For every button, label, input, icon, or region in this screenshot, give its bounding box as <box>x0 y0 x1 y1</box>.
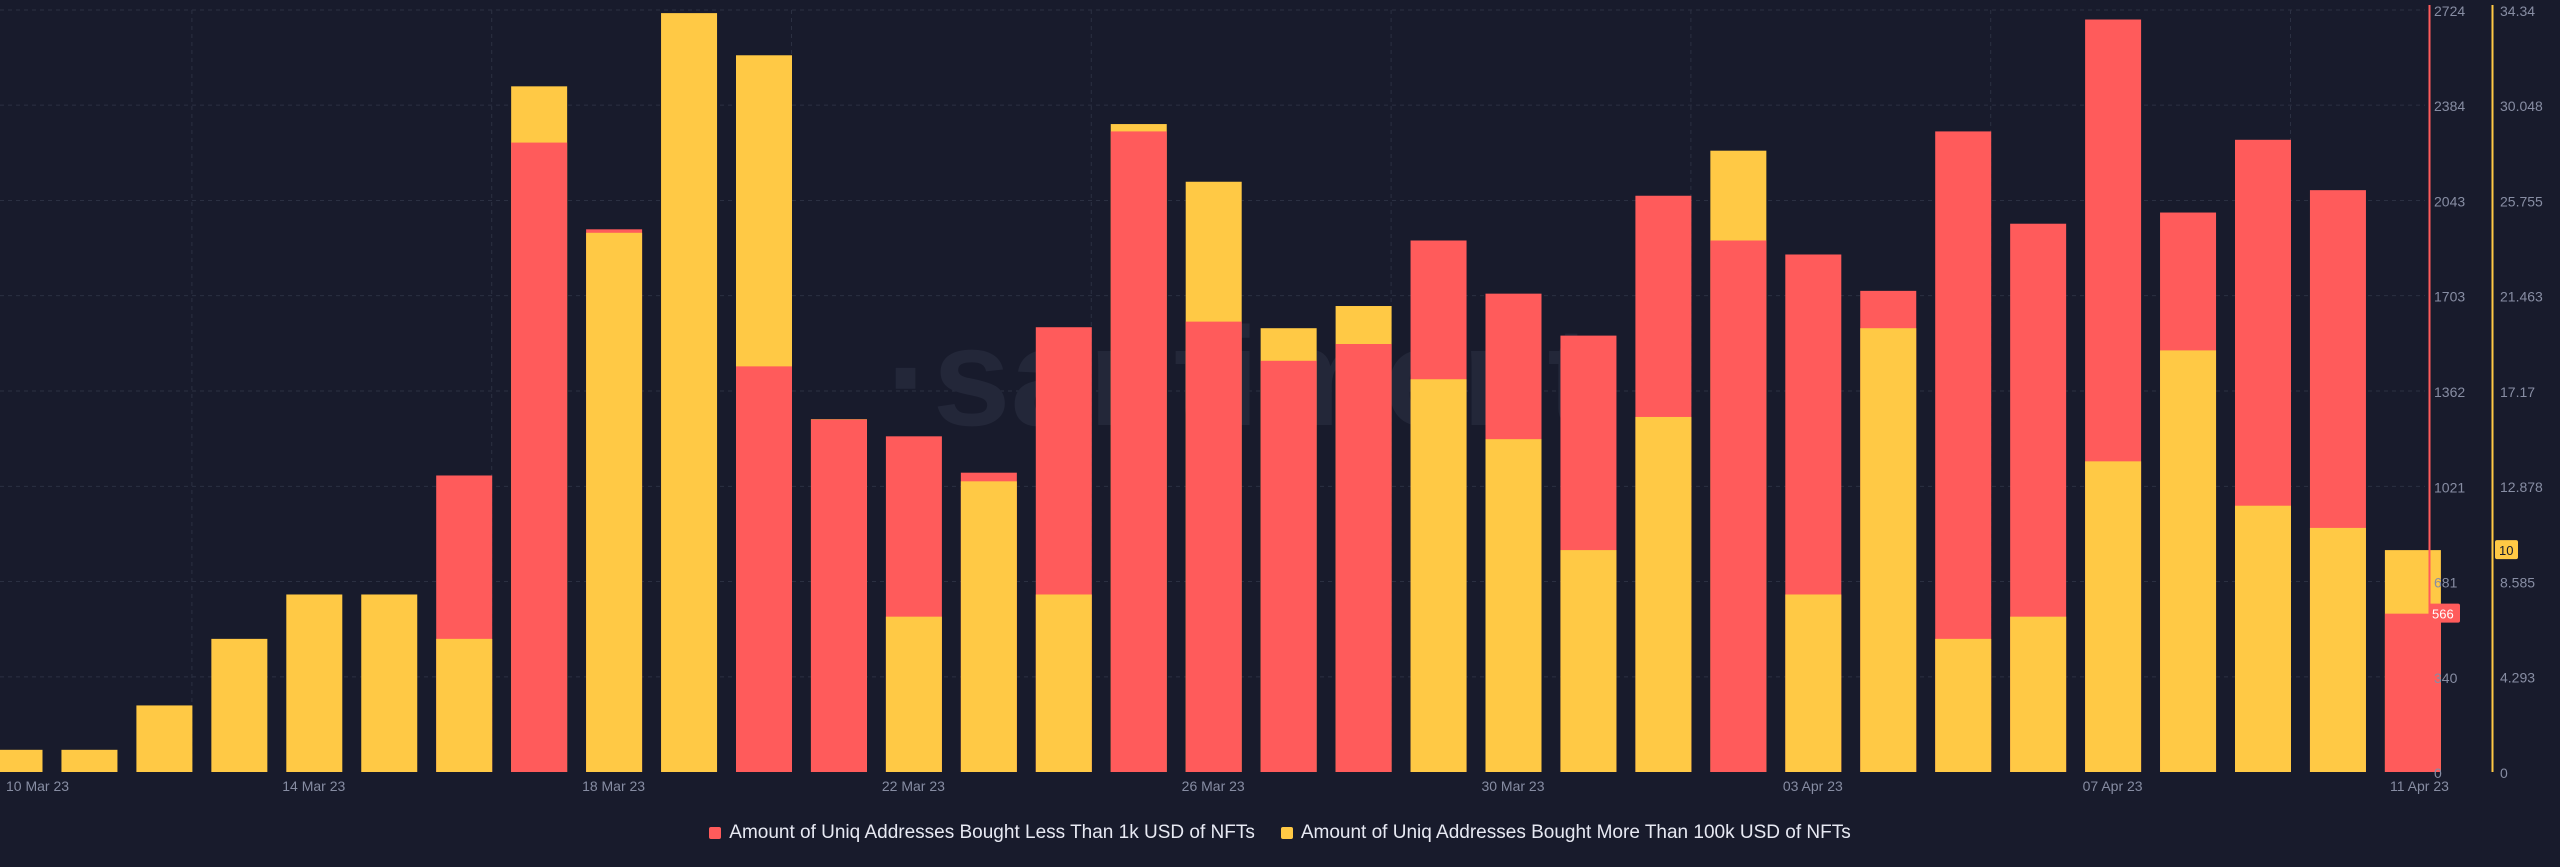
legend-label-less-than-1k: Amount of Uniq Addresses Bought Less Tha… <box>729 822 1255 843</box>
right-axis-tick-label: 8.585 <box>2500 575 2535 591</box>
bar-less-than-1k <box>1260 360 1317 772</box>
bars <box>0 13 2441 773</box>
left-axis-tick-label: 2724 <box>2434 3 2465 19</box>
bar-more-than-100k <box>361 594 418 772</box>
bar-more-than-100k <box>1485 439 1542 772</box>
legend-item-more-than-100k[interactable]: Amount of Uniq Addresses Bought More Tha… <box>1280 822 1851 844</box>
bar-more-than-100k <box>885 616 942 772</box>
bar-more-than-100k <box>211 638 268 772</box>
bar-more-than-100k <box>1035 594 1092 772</box>
bar-more-than-100k <box>960 481 1017 772</box>
left-axis-tick-label: 681 <box>2434 575 2458 591</box>
legend-swatch-yellow <box>1280 827 1293 839</box>
right-axis-tick-label: 30.048 <box>2500 98 2543 114</box>
bar-less-than-1k <box>1110 131 1167 773</box>
bar-less-than-1k <box>1710 240 1767 772</box>
bar-more-than-100k <box>0 749 43 772</box>
x-axis-tick-label: 10 Mar 23 <box>6 778 69 794</box>
bar-more-than-100k <box>286 594 343 772</box>
x-axis-tick-label: 03 Apr 23 <box>1783 778 1843 794</box>
right-axis-tick-label: 0 <box>2500 765 2508 781</box>
left-axis-tick-label: 2384 <box>2434 98 2465 114</box>
x-axis-tick-label: 22 Mar 23 <box>882 778 945 794</box>
legend-item-less-than-1k[interactable]: Amount of Uniq Addresses Bought Less Tha… <box>709 822 1255 844</box>
bar-less-than-1k <box>736 366 792 772</box>
bar-more-than-100k <box>2160 350 2217 772</box>
bar-more-than-100k <box>2085 461 2142 772</box>
x-axis-tick-label: 30 Mar 23 <box>1481 778 1544 794</box>
left-badge-value: 566 <box>2432 607 2454 622</box>
right-badge-value: 10 <box>2499 543 2513 558</box>
bar-more-than-100k <box>1635 416 1692 772</box>
bar-more-than-100k <box>2309 527 2366 772</box>
x-axis-tick-label: 18 Mar 23 <box>582 778 645 794</box>
right-axis-tick-label: 12.878 <box>2500 479 2543 495</box>
bar-more-than-100k <box>1560 550 1617 772</box>
right-axis-tick-label: 25.755 <box>2500 194 2543 210</box>
left-axis-tick-label: 1362 <box>2434 384 2465 400</box>
right-axis-tick-label: 17.17 <box>2500 384 2535 400</box>
bar-more-than-100k <box>2235 505 2291 772</box>
bar-more-than-100k <box>61 749 118 772</box>
left-axis-tick-label: 1703 <box>2434 289 2465 305</box>
bar-more-than-100k <box>586 232 643 772</box>
left-badge-box <box>2429 603 2460 623</box>
bar-more-than-100k <box>661 13 718 773</box>
bar-less-than-1k <box>2384 613 2441 772</box>
axes: 0 340 681 1021 1362 1703 2043 2384 2724 0 4.293 8.5… <box>6 3 2543 794</box>
legend-swatch-red <box>709 827 722 839</box>
bar-more-than-100k <box>1410 379 1467 772</box>
x-axis-tick-label: 07 Apr 23 <box>2083 778 2143 794</box>
x-axis-tick-label: 11 Apr 23 <box>2390 778 2449 794</box>
left-axis-tick-label: 1021 <box>2434 479 2465 495</box>
bar-less-than-1k <box>511 142 568 772</box>
bar-more-than-100k <box>1935 638 1992 772</box>
left-axis-tick-label: 2043 <box>2434 194 2465 210</box>
bar-more-than-100k <box>1860 328 1917 772</box>
left-axis-tick-label: 0 <box>2434 765 2442 781</box>
bar-more-than-100k <box>2010 616 2067 772</box>
left-axis-tick-label: 340 <box>2434 670 2458 686</box>
legend: Amount of Uniq Addresses Bought Less Tha… <box>0 818 2560 848</box>
x-axis-tick-label: 14 Mar 23 <box>282 778 345 794</box>
x-axis-tick-label: 26 Mar 23 <box>1182 778 1245 794</box>
bar-less-than-1k <box>1185 321 1242 772</box>
legend-label-more-than-100k: Amount of Uniq Addresses Bought More Tha… <box>1300 822 1851 843</box>
bar-more-than-100k <box>436 638 493 772</box>
bar-less-than-1k <box>1335 344 1392 772</box>
right-axis-tick-label: 4.293 <box>2500 670 2535 686</box>
right-badge-box <box>2495 540 2518 560</box>
bar-more-than-100k <box>1785 594 1842 772</box>
right-axis-tick-label: 34.34 <box>2500 3 2535 19</box>
right-axis-tick-label: 21.463 <box>2500 289 2543 305</box>
bar-more-than-100k <box>136 705 193 772</box>
bar-less-than-1k <box>810 419 867 772</box>
